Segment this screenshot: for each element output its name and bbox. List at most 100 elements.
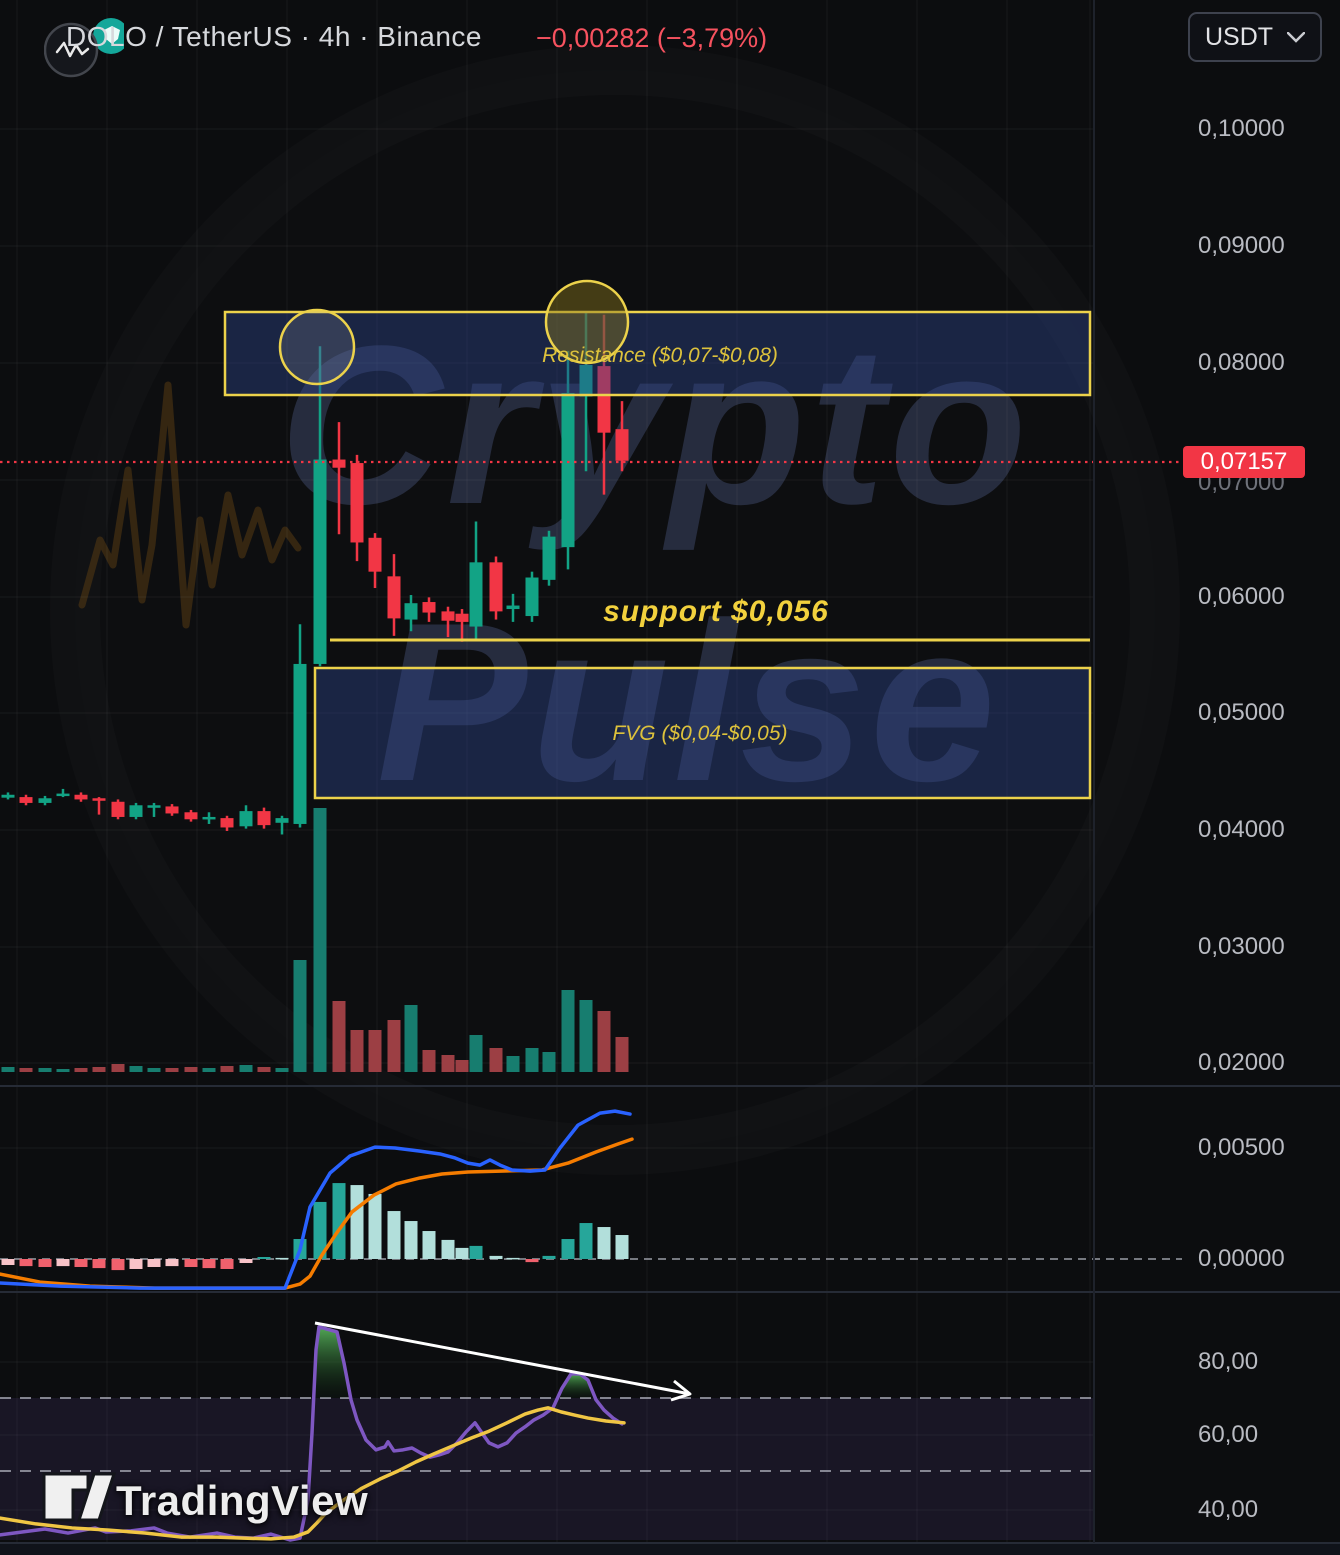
candle-body [561,392,575,548]
macd-histogram-bar [129,1259,143,1269]
macd-histogram-bar [332,1183,346,1259]
candle-body [542,536,556,580]
volume-bar [489,1048,503,1072]
volume-bar [441,1055,455,1072]
symbol-title[interactable]: DOLO / TetherUS · 4h · Binance [66,21,482,52]
candle-body [469,562,483,627]
support-label[interactable]: support $0,056 [603,595,829,628]
volume-bar [1,1067,15,1072]
macd-histogram-bar [92,1259,106,1269]
macd-histogram-bar [165,1259,179,1267]
price-scale-label: 0,05000 [1198,699,1285,726]
price-scale-label: 0,10000 [1198,115,1285,142]
macd-histogram-bar [202,1259,216,1269]
candle-body [579,364,593,397]
volume-bar [129,1066,143,1072]
price-scale-label: 0,04000 [1198,816,1285,843]
macd-histogram-bar [275,1257,289,1260]
resistance-label[interactable]: Resistance ($0,07-$0,08) [542,344,778,367]
macd-histogram-bar [147,1259,161,1267]
volume-bar [19,1068,33,1072]
volume-bar [332,1001,346,1072]
macd-histogram-bar [239,1259,253,1263]
candle-body [293,663,307,824]
price-scale-label: 60,00 [1198,1421,1259,1448]
fvg-box[interactable] [313,666,1092,800]
trend-arrow-head [670,1379,692,1402]
volume-bar [38,1068,52,1072]
volume-bar [74,1068,88,1072]
volume-bar [92,1067,106,1072]
macd-histogram-bar [615,1235,629,1259]
macd-histogram-bar [422,1231,436,1259]
candle-body [350,463,364,543]
volume-bar [561,990,575,1072]
resistance-box[interactable] [223,310,1092,397]
volume-bar [111,1064,125,1072]
macd-histogram-bar [220,1259,234,1269]
highlight-circle[interactable] [544,279,630,365]
rsi-line [0,1325,624,1542]
candle-body [147,805,161,808]
rsi-ma-line [0,1406,626,1541]
volume-bar [293,960,307,1072]
time-axis-strip[interactable] [0,1543,1340,1555]
candle-body [597,366,611,433]
volume-bar [615,1037,629,1072]
volume-bar [368,1030,382,1072]
highlight-circle[interactable] [278,308,356,386]
volume-bar [404,1005,418,1072]
price-change-text: −0,00282 (−3,79%) [536,23,768,53]
macd-histogram-bar [579,1223,593,1259]
volume-bar [506,1056,520,1072]
price-scale-label: 0,06000 [1198,583,1285,610]
currency-selector-value: USDT [1205,22,1274,51]
macd-histogram-bar [74,1259,88,1267]
volume-bar [220,1066,234,1072]
candle-body [489,562,503,612]
trend-arrow[interactable] [314,1321,691,1396]
volume-bar [56,1069,70,1072]
volume-bar [184,1067,198,1072]
price-scale-label: 80,00 [1198,1348,1259,1375]
candle-body [202,816,216,820]
macd-histogram-bar [542,1255,556,1259]
fvg-label[interactable]: FVG ($0,04-$0,05) [612,722,788,745]
candle-body [129,805,143,817]
candle-body [313,459,327,664]
macd-histogram-bar [56,1259,70,1267]
volume-bar [387,1020,401,1072]
candle-body [525,577,539,617]
macd-histogram-bar [455,1247,469,1259]
candle-body [111,801,125,817]
price-scale-label: 0,00000 [1198,1245,1285,1272]
macd-histogram-bar [350,1185,364,1259]
macd-histogram-bar [38,1259,52,1267]
candle-body [220,818,234,828]
candle-body [184,812,198,820]
price-scale-label: 0,00500 [1198,1134,1285,1161]
tradingview-logo-icon[interactable] [40,1466,118,1526]
price-scale-label: 40,00 [1198,1496,1259,1523]
price-scale-label: 0,08000 [1198,349,1285,376]
candle-body [615,429,629,461]
volume-bar [469,1035,483,1072]
candle-body [38,798,52,803]
candle-body [506,605,520,610]
volume-bar [313,808,327,1072]
candle-body [455,613,469,622]
volume-bar [147,1068,161,1072]
candle-body [404,603,418,620]
candle-body [387,576,401,619]
tradingview-logo-text[interactable]: TradingView [116,1477,369,1524]
currency-selector[interactable]: USDT [1188,12,1322,62]
watermark-pulse-icon [78,381,302,629]
macd-line [0,1109,632,1290]
macd-histogram-bar [19,1259,33,1267]
volume-bar [597,1011,611,1072]
macd-histogram-bar [368,1193,382,1259]
volume-bar [275,1068,289,1072]
candle-body [368,537,382,572]
volume-bar [422,1050,436,1072]
